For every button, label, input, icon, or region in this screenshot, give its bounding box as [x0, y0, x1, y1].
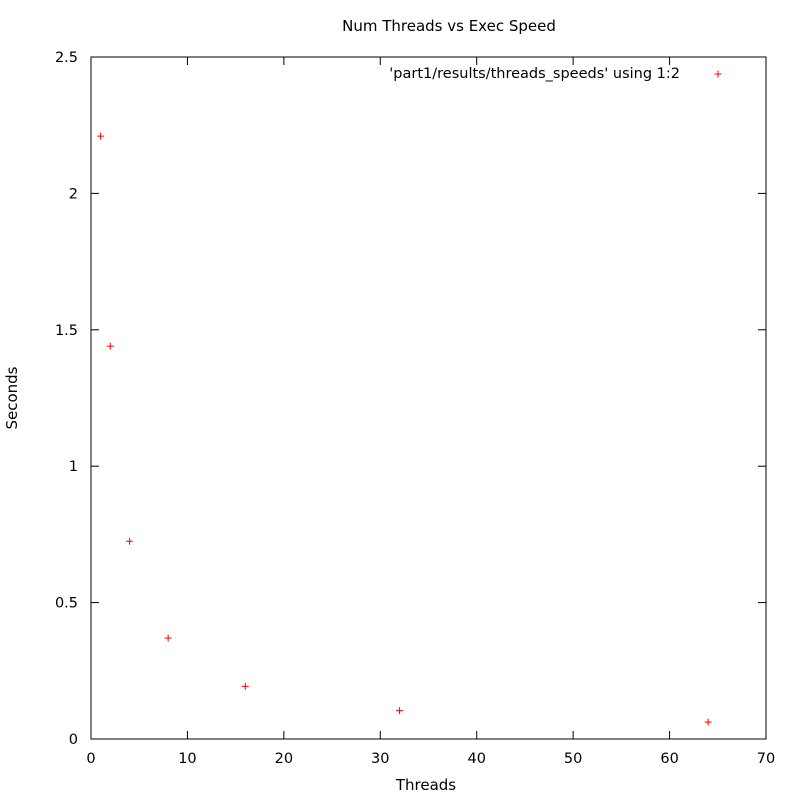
- data-point: [126, 537, 134, 545]
- legend-label: 'part1/results/threads_speeds' using 1:2: [389, 66, 680, 82]
- legend-marker-symbol: [714, 70, 722, 78]
- x-tick-label: 30: [371, 751, 389, 767]
- y-tick-label: 1.5: [55, 323, 78, 339]
- chart-title: Num Threads vs Exec Speed: [342, 17, 556, 35]
- y-tick-label: 0.5: [55, 596, 78, 612]
- x-tick-label: 50: [564, 751, 582, 767]
- y-tick-label: 1: [69, 459, 78, 475]
- data-point: [704, 718, 712, 726]
- x-axis-label: Threads: [395, 776, 456, 794]
- y-tick-label: 0: [69, 732, 78, 748]
- y-tick-label: 2.5: [55, 50, 78, 66]
- data-point: [106, 342, 114, 350]
- tick-labels-layer: 0 10 20 30 40 50 60 70 0 0.5 1 1.5 2 2.5: [55, 50, 775, 767]
- legend-marker: [714, 70, 722, 78]
- x-tick-label: 60: [660, 751, 678, 767]
- data-point: [97, 132, 105, 140]
- plot-frame: [90, 56, 767, 740]
- y-axis-label: Seconds: [3, 366, 21, 429]
- x-tick-label: 70: [757, 751, 775, 767]
- data-point: [241, 682, 249, 690]
- points-layer: [97, 132, 712, 726]
- y-tick-label: 2: [69, 186, 78, 202]
- x-tick-label: 20: [275, 751, 293, 767]
- x-tick-label: 10: [178, 751, 196, 767]
- data-point: [164, 634, 172, 642]
- x-tick-label: 40: [467, 751, 485, 767]
- data-point: [396, 707, 404, 715]
- x-tick-label: 0: [86, 751, 95, 767]
